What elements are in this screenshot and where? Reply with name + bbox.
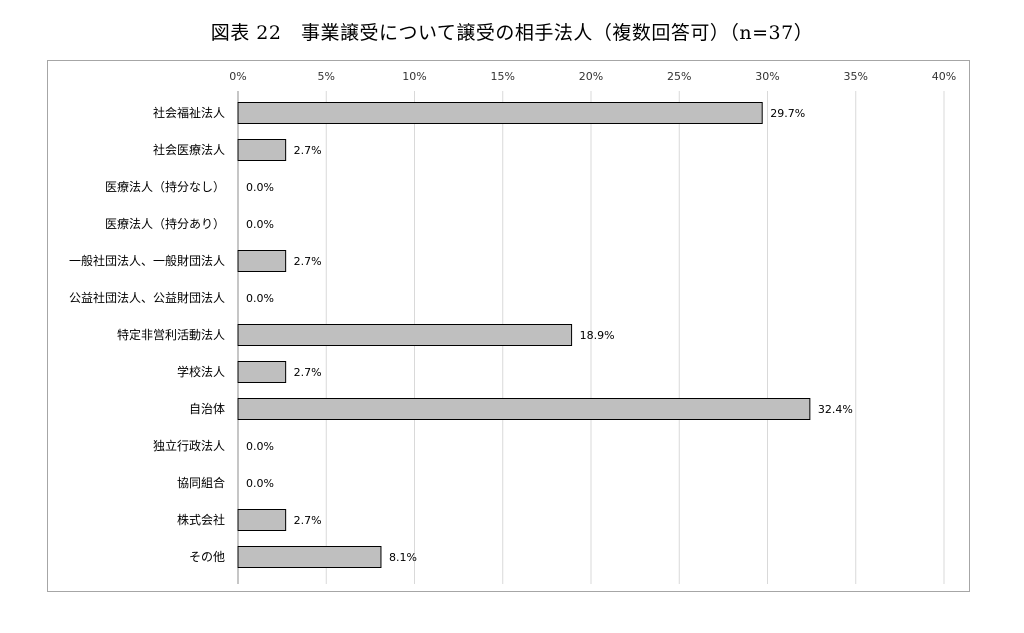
category-label: 一般社団法人、一般財団法人 [69, 253, 225, 268]
data-label: 2.7% [294, 255, 322, 268]
data-label: 18.9% [580, 329, 615, 342]
data-label: 2.7% [294, 144, 322, 157]
category-label: 医療法人（持分あり） [105, 216, 225, 231]
category-label: 協同組合 [177, 475, 225, 490]
data-label: 0.0% [246, 477, 274, 490]
chart-frame: 0% 5% 10% 15% 20% 25% 30% 35% 40% 社会福祉法人 29.7% 社会医療… [47, 60, 970, 592]
data-label: 8.1% [389, 551, 417, 564]
bar [237, 324, 573, 346]
data-label: 2.7% [294, 514, 322, 527]
category-label: 独立行政法人 [153, 438, 225, 453]
bar [237, 509, 287, 531]
x-tick-label: 30% [755, 70, 779, 83]
category-label: 社会福祉法人 [153, 105, 225, 120]
bar [237, 546, 382, 568]
x-tick-label: 25% [667, 70, 691, 83]
category-label: その他 [189, 550, 225, 564]
category-label: 公益社団法人、公益財団法人 [69, 290, 225, 305]
category-label: 学校法人 [177, 364, 225, 379]
category-label: 自治体 [189, 402, 225, 416]
x-tick-label: 0% [229, 70, 246, 83]
data-label: 0.0% [246, 181, 274, 194]
data-label: 29.7% [770, 107, 805, 120]
x-tick-label: 15% [491, 70, 515, 83]
chart-title: 図表 22 事業譲受について譲受の相手法人（複数回答可）（n=37） [210, 22, 814, 44]
category-label: 医療法人（持分なし） [105, 179, 225, 194]
data-label: 32.4% [818, 403, 853, 416]
bar-chart: 0% 5% 10% 15% 20% 25% 30% 35% 40% 社会福祉法人 29.7% 社会医療… [69, 70, 956, 584]
category-label: 特定非営利活動法人 [117, 327, 225, 342]
x-tick-label: 40% [932, 70, 956, 83]
x-tick-label: 35% [844, 70, 868, 83]
x-tick-label: 5% [318, 70, 335, 83]
bar [237, 361, 287, 383]
data-label: 2.7% [294, 366, 322, 379]
x-tick-label: 20% [579, 70, 603, 83]
data-label: 0.0% [246, 218, 274, 231]
bar [237, 398, 811, 420]
data-label: 0.0% [246, 440, 274, 453]
data-label: 0.0% [246, 292, 274, 305]
category-label: 株式会社 [177, 512, 225, 527]
bar [237, 139, 287, 161]
bar [237, 250, 287, 272]
x-tick-label: 10% [402, 70, 426, 83]
bar [237, 102, 763, 124]
category-label: 社会医療法人 [153, 142, 225, 157]
